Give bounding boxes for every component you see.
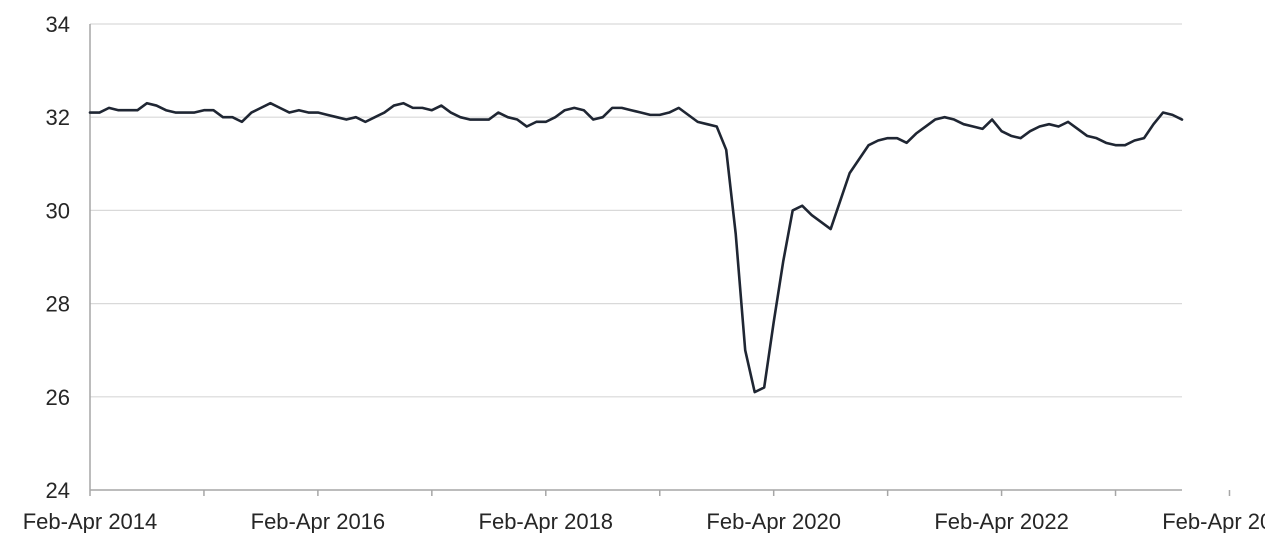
x-axis [89, 24, 1231, 496]
x-tick-label: Feb-Apr 2016 [251, 509, 386, 533]
x-tick-label: Feb-Apr 2018 [479, 509, 614, 533]
series-line-0 [88, 101, 1184, 394]
x-tick-label: Feb-Apr 2024 [1162, 509, 1265, 533]
x-tick-label: Feb-Apr 2014 [23, 509, 158, 533]
x-axis-tick-labels: Feb-Apr 2014 Feb-Apr 2016 Feb-Apr 2018 Feb-… [23, 509, 1265, 533]
y-tick-label-24: 24 [46, 478, 70, 503]
y-tick-label-28: 28 [46, 292, 70, 317]
x-tick-label: Feb-Apr 2022 [934, 509, 1069, 533]
x-tick-label: Feb-Apr 2020 [706, 509, 841, 533]
series-layer [88, 101, 1184, 394]
y-tick-label-32: 32 [46, 105, 70, 130]
y-tick-label-34: 34 [46, 12, 70, 37]
y-tick-label-26: 26 [46, 385, 70, 410]
gridlines [90, 23, 1182, 398]
y-tick-label-30: 30 [46, 198, 70, 223]
y-axis-tick-labels: 24 26 28 30 32 34 [46, 12, 70, 503]
